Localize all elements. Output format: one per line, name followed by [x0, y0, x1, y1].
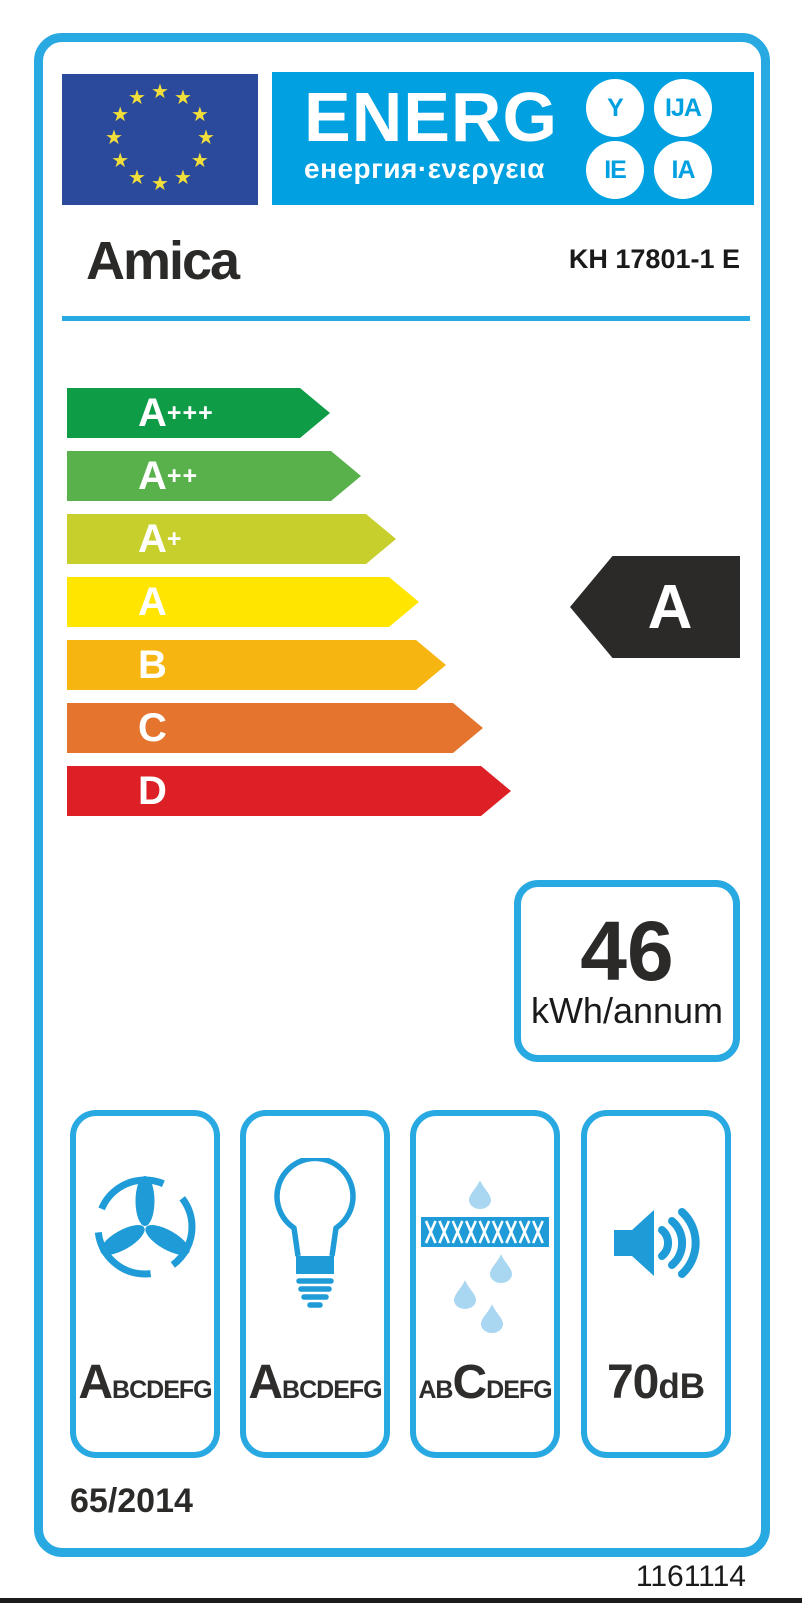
class-arrow-a-plus: A + — [67, 514, 396, 564]
circle-ie: IE — [586, 141, 644, 199]
annual-energy-box: 46 kWh/annum — [514, 880, 740, 1062]
circle-ia: IA — [654, 141, 712, 199]
lighting-efficiency-class: ABCDEFG — [248, 1356, 382, 1409]
eu-star-icon: ★ — [151, 80, 169, 103]
class-arrow-a: A — [67, 577, 419, 627]
class-arrow-b: B — [67, 640, 446, 690]
eu-star-icon: ★ — [111, 149, 130, 172]
eu-star-icon: ★ — [128, 86, 146, 109]
grease-filter-icon — [421, 1180, 549, 1333]
brand-name: Amica — [86, 231, 240, 291]
fan-icon — [94, 1176, 196, 1278]
document-code: 1161114 — [635, 1560, 746, 1593]
noise-level-box: 70dB — [581, 1110, 731, 1458]
fluid-efficiency-class: ABCDEFG — [78, 1356, 212, 1409]
model-number: KH 17801-1 E — [568, 244, 740, 274]
eu-flag: ★ ★ ★ ★ ★ ★ ★ ★ ★ ★ ★ ★ — [62, 74, 258, 205]
lighting-efficiency-box: ABCDEFG — [240, 1110, 390, 1458]
eu-star-icon: ★ — [128, 166, 146, 189]
class-arrow-a-plus2: A ++ — [67, 451, 361, 501]
eu-star-icon: ★ — [111, 103, 130, 126]
annual-energy-value: 46 — [580, 904, 674, 998]
grease-filter-efficiency-box: ABCDEFG — [410, 1110, 560, 1458]
annual-energy-unit: kWh/annum — [530, 990, 724, 1031]
eu-stars-ring: ★ ★ ★ ★ ★ ★ ★ ★ ★ ★ ★ ★ — [62, 74, 258, 205]
label-border — [34, 33, 770, 1557]
eu-star-icon: ★ — [151, 172, 169, 195]
class-arrow-d: D — [67, 766, 511, 816]
noise-level-value: 70dB — [606, 1356, 706, 1409]
regulation-number: 65/2014 — [70, 1482, 193, 1520]
bulb-icon — [274, 1158, 356, 1308]
noise-icon — [614, 1208, 700, 1278]
header-divider — [62, 316, 750, 321]
eu-star-icon: ★ — [190, 149, 209, 172]
energ-title: ENERG — [304, 78, 558, 156]
energ-suffix-circles: Y IJA IE IA — [586, 79, 714, 201]
eu-star-icon: ★ — [174, 86, 192, 109]
energy-class-scale: A +++ A ++ A + A B C D — [67, 388, 511, 829]
eu-star-icon: ★ — [197, 126, 215, 149]
fluid-dynamic-efficiency-box: ABCDEFG — [70, 1110, 220, 1458]
rated-class-letter: A — [647, 572, 693, 642]
eu-star-icon: ★ — [174, 166, 192, 189]
energ-subtitle: енергия·ενεργεια — [304, 153, 546, 184]
grease-filter-class: ABCDEFG — [418, 1356, 552, 1409]
class-arrow-c: C — [67, 703, 483, 753]
eu-star-icon: ★ — [105, 126, 123, 149]
page-bottom-edge — [0, 1598, 802, 1603]
energ-logo-box: ENERG енергия·ενεργεια Y IJA IE IA — [272, 72, 754, 205]
circle-y: Y — [586, 79, 644, 137]
circle-ija: IJA — [654, 79, 712, 137]
class-arrow-a-plus3: A +++ — [67, 388, 330, 438]
eu-star-icon: ★ — [190, 103, 209, 126]
filter-mesh — [424, 1220, 544, 1244]
